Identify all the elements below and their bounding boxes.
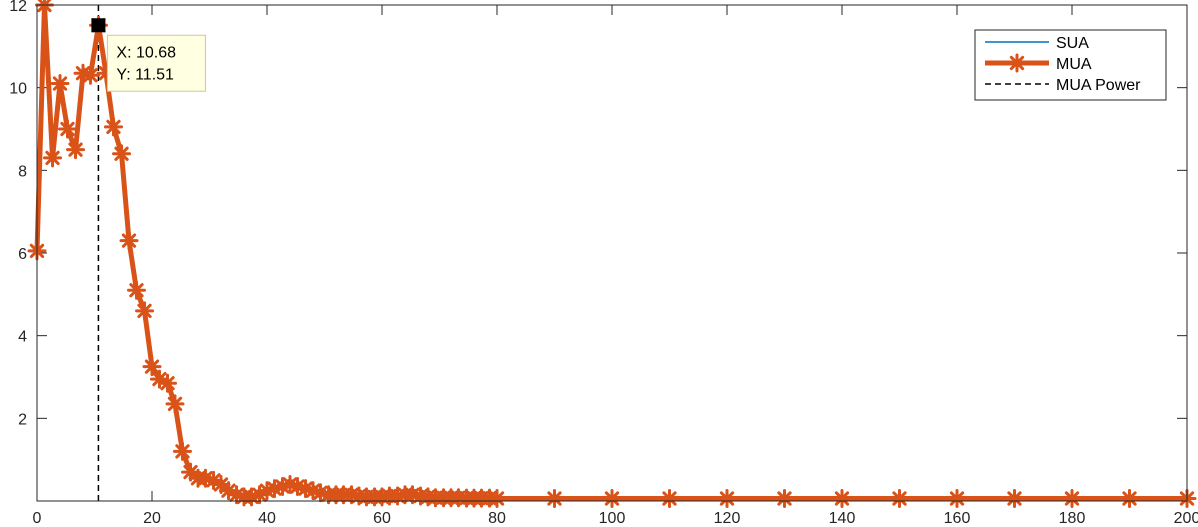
mua-point-63 xyxy=(660,489,679,509)
x-tick-label-0: 0 xyxy=(33,510,42,527)
data-tip-box xyxy=(106,34,206,92)
mua-point-69 xyxy=(1005,489,1024,509)
mua-point-7 xyxy=(80,65,100,85)
x-tick-label-3: 60 xyxy=(373,510,391,527)
data-tip-marker[interactable] xyxy=(91,18,106,33)
legend-label-2: MUA Power xyxy=(1056,77,1141,94)
mua-point-13 xyxy=(126,280,146,300)
mua-point-64 xyxy=(717,489,737,509)
mua-point-2 xyxy=(43,148,63,168)
mua-point-61 xyxy=(545,489,564,509)
mua-point-15 xyxy=(142,357,162,377)
mua-point-70 xyxy=(1062,489,1082,509)
mua-point-14 xyxy=(135,301,155,321)
data-tip[interactable]: X: 10.68 Y: 11.51 xyxy=(91,18,206,92)
y-tick-label-3: 8 xyxy=(18,163,27,180)
x-tick-label-5: 100 xyxy=(599,510,626,527)
x-tick-label-6: 120 xyxy=(714,510,741,527)
mua-point-3 xyxy=(50,74,70,94)
series-mua xyxy=(27,0,1197,509)
mua-point-68 xyxy=(947,489,967,509)
x-tick-label-2: 40 xyxy=(258,510,276,527)
mua-point-10 xyxy=(103,117,123,137)
y-tick-label-2: 6 xyxy=(18,246,27,263)
y-tick-labels: 2 4 6 8 10 12 xyxy=(9,0,27,428)
mua-point-71 xyxy=(1120,489,1139,509)
y-tick-label-5: 12 xyxy=(9,0,27,15)
legend-label-1: MUA xyxy=(1056,56,1092,73)
mua-point-19 xyxy=(172,441,192,461)
mua-point-66 xyxy=(832,489,852,509)
legend-label-0: SUA xyxy=(1056,35,1089,52)
x-tick-label-7: 140 xyxy=(829,510,856,527)
x-tick-label-9: 180 xyxy=(1059,510,1086,527)
legend[interactable]: SUA MUA MUA Power xyxy=(974,29,1167,101)
mua-point-62 xyxy=(602,489,622,509)
x-tick-label-8: 160 xyxy=(944,510,971,527)
mua-point-67 xyxy=(890,489,909,509)
mua-point-17 xyxy=(158,373,178,393)
mua-point-65 xyxy=(775,489,794,509)
legend-mua-marker xyxy=(1007,53,1027,73)
mua-point-18 xyxy=(165,394,185,414)
plot-frame xyxy=(36,4,1188,502)
x-tick-label-10: 200 xyxy=(1174,510,1198,527)
y-tick-label-1: 4 xyxy=(18,329,27,346)
x-tick-label-4: 80 xyxy=(488,510,506,527)
mua-point-4 xyxy=(57,119,77,139)
mua-point-5 xyxy=(66,140,86,160)
x-tick-labels: 0 20 40 60 80 100 120 140 160 180 200 xyxy=(33,510,1198,527)
y-tick-label-0: 2 xyxy=(18,411,27,428)
x-tick-label-1: 20 xyxy=(143,510,161,527)
mua-point-60 xyxy=(487,489,507,509)
y-tick-label-4: 10 xyxy=(9,81,27,98)
mua-point-1 xyxy=(34,0,54,15)
data-tip-y: Y: 11.51 xyxy=(116,66,174,83)
mua-point-12 xyxy=(119,231,139,251)
data-tip-x: X: 10.68 xyxy=(116,44,176,61)
mua-point-11 xyxy=(112,144,132,164)
